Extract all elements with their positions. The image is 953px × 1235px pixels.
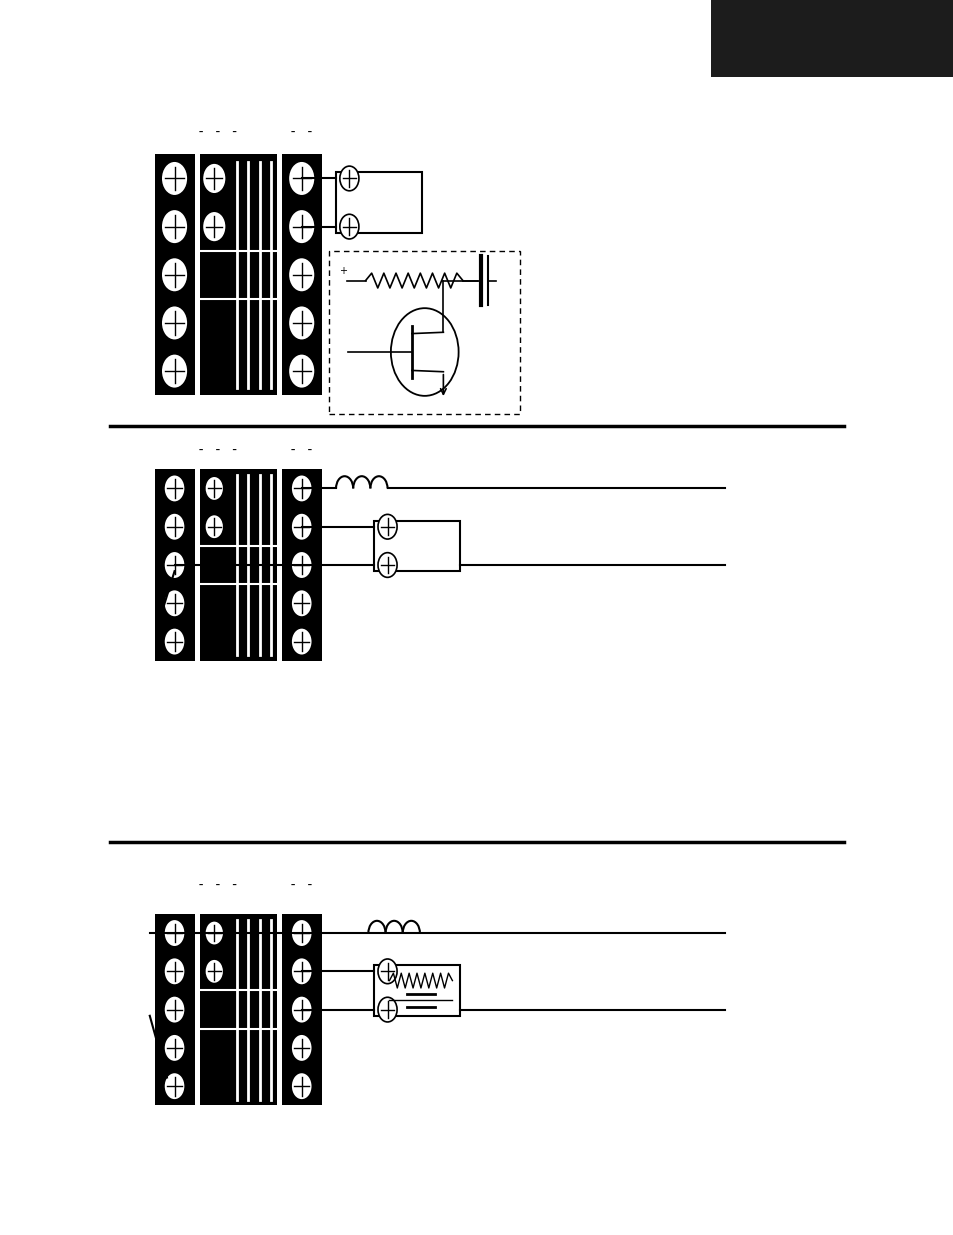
Bar bbox=[154, 469, 194, 661]
Circle shape bbox=[291, 627, 312, 656]
Bar bbox=[281, 154, 321, 395]
Text: - - -: - - - bbox=[196, 125, 238, 140]
Circle shape bbox=[164, 919, 185, 947]
Bar bbox=[154, 154, 194, 395]
Circle shape bbox=[291, 1034, 312, 1062]
Circle shape bbox=[339, 215, 358, 240]
Circle shape bbox=[288, 353, 314, 389]
Bar bbox=[374, 966, 459, 1015]
Circle shape bbox=[291, 513, 312, 541]
Text: - - -: - - - bbox=[196, 442, 238, 457]
Circle shape bbox=[164, 995, 185, 1024]
Circle shape bbox=[291, 957, 312, 986]
Bar bbox=[199, 469, 276, 661]
Circle shape bbox=[205, 515, 224, 538]
Circle shape bbox=[291, 995, 312, 1024]
Circle shape bbox=[164, 1034, 185, 1062]
Circle shape bbox=[164, 513, 185, 541]
Circle shape bbox=[205, 921, 224, 945]
Circle shape bbox=[288, 161, 314, 196]
Bar bbox=[374, 521, 459, 571]
Circle shape bbox=[377, 553, 396, 578]
Circle shape bbox=[161, 161, 188, 196]
Circle shape bbox=[161, 209, 188, 245]
Text: - - -: - - - bbox=[196, 878, 238, 893]
Circle shape bbox=[164, 551, 185, 579]
Bar bbox=[199, 914, 229, 990]
Text: +: + bbox=[338, 266, 346, 275]
Bar bbox=[329, 252, 519, 414]
Circle shape bbox=[161, 305, 188, 341]
Circle shape bbox=[377, 514, 396, 538]
Circle shape bbox=[288, 305, 314, 341]
Circle shape bbox=[288, 209, 314, 245]
Circle shape bbox=[205, 477, 224, 500]
Bar bbox=[199, 914, 276, 1105]
Circle shape bbox=[291, 474, 312, 503]
Circle shape bbox=[205, 960, 224, 983]
Bar bbox=[199, 154, 229, 251]
Circle shape bbox=[339, 167, 358, 190]
Bar bbox=[199, 469, 229, 546]
Bar bbox=[199, 154, 276, 395]
Bar bbox=[710, 0, 953, 77]
Text: - -: - - bbox=[289, 442, 314, 457]
Circle shape bbox=[161, 353, 188, 389]
Circle shape bbox=[164, 957, 185, 986]
Circle shape bbox=[291, 1072, 312, 1100]
Circle shape bbox=[291, 551, 312, 579]
Text: - -: - - bbox=[289, 878, 314, 893]
Circle shape bbox=[164, 627, 185, 656]
Circle shape bbox=[202, 163, 226, 194]
Circle shape bbox=[291, 589, 312, 618]
Circle shape bbox=[202, 211, 226, 242]
Text: - -: - - bbox=[289, 125, 314, 140]
Bar bbox=[335, 173, 421, 232]
Bar bbox=[154, 914, 194, 1105]
Circle shape bbox=[288, 257, 314, 293]
Circle shape bbox=[291, 919, 312, 947]
Circle shape bbox=[391, 309, 458, 396]
Bar bbox=[281, 469, 321, 661]
Circle shape bbox=[377, 958, 396, 983]
Circle shape bbox=[161, 257, 188, 293]
Circle shape bbox=[164, 589, 185, 618]
Circle shape bbox=[377, 998, 396, 1023]
Circle shape bbox=[164, 474, 185, 503]
Bar bbox=[281, 914, 321, 1105]
Circle shape bbox=[164, 1072, 185, 1100]
